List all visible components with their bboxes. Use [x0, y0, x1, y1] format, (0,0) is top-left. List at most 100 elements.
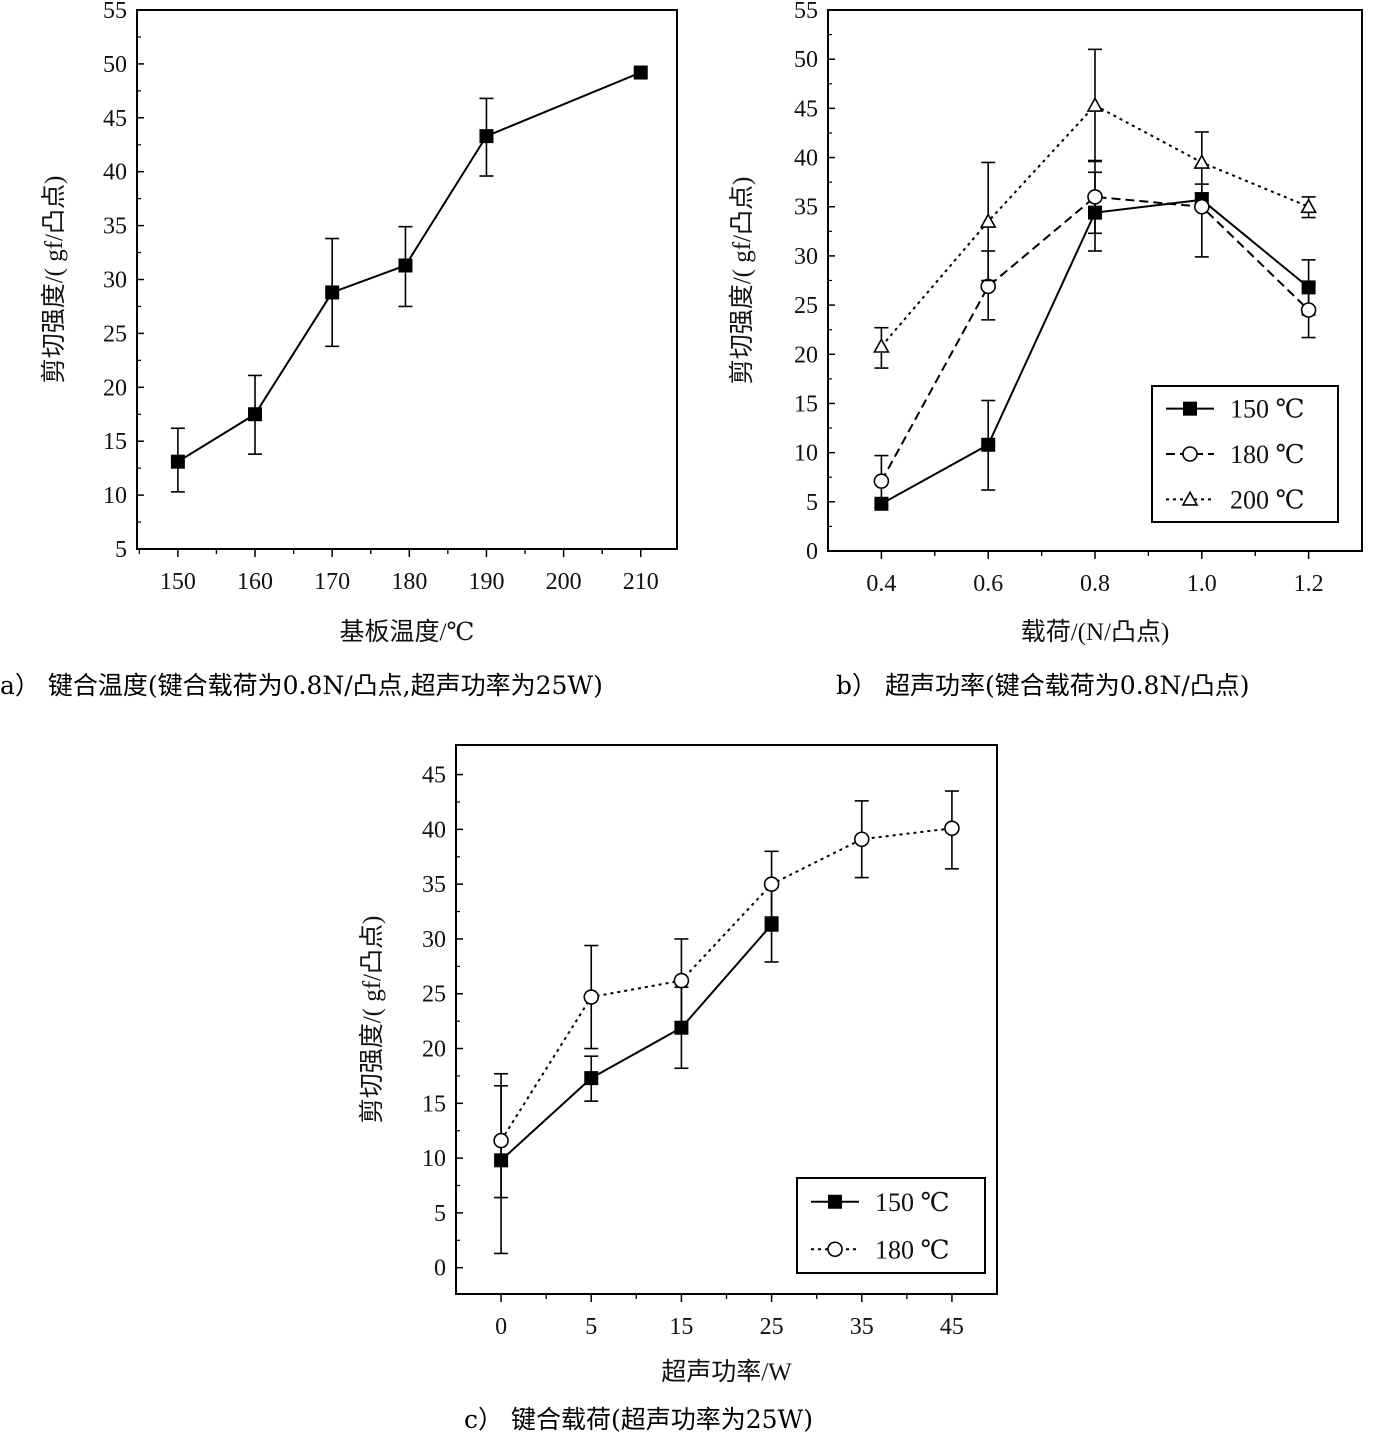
- x-tick-label: 5: [585, 1314, 597, 1340]
- data-point: [1300, 198, 1317, 214]
- data-point: [248, 407, 263, 422]
- y-tick-label: 20: [794, 342, 818, 368]
- y-tick-label: 35: [422, 872, 446, 898]
- y-tick-label: 25: [103, 321, 127, 347]
- y-tick-label: 45: [794, 96, 818, 122]
- series-180c: [873, 171, 1317, 508]
- y-tick-label: 10: [422, 1146, 446, 1172]
- x-tick-label: 35: [850, 1314, 874, 1340]
- y-tick-label: 5: [806, 490, 818, 516]
- series-0: [170, 65, 648, 493]
- data-point: [1086, 96, 1104, 112]
- data-point: [479, 129, 494, 144]
- x-tick-label: 160: [237, 569, 273, 595]
- x-tick-label: 25: [760, 1314, 784, 1340]
- data-point: [979, 212, 997, 228]
- data-point: [633, 65, 648, 80]
- y-tick-label: 0: [806, 539, 818, 565]
- data-point: [398, 258, 413, 273]
- data-point: [981, 437, 996, 452]
- y-tick-label: 25: [422, 982, 446, 1008]
- y-tick-label: 15: [794, 391, 818, 417]
- data-point: [170, 454, 185, 469]
- y-tick-label: 5: [434, 1201, 446, 1227]
- legend-label: 180 ℃: [875, 1235, 950, 1264]
- y-tick-label: 45: [422, 763, 446, 789]
- y-tick-label: 50: [794, 47, 818, 73]
- data-point: [673, 972, 690, 989]
- data-point: [1194, 198, 1210, 215]
- x-axis-label: 超声功率/W: [661, 1358, 792, 1386]
- y-tick-label: 35: [794, 195, 818, 221]
- y-tick-label: 40: [794, 146, 818, 172]
- x-tick-label: 0: [495, 1314, 507, 1340]
- data-point: [873, 337, 890, 353]
- y-tick-label: 15: [422, 1091, 446, 1117]
- data-point: [493, 1132, 509, 1149]
- x-axis-label: 基板温度/℃: [340, 618, 475, 646]
- series-line: [500, 827, 953, 1142]
- y-tick-label: 30: [794, 244, 818, 270]
- caption-a: a） 键合温度(键合载荷为0.8N/凸点,超声功率为25W): [0, 671, 603, 700]
- legend-label: 200 ℃: [1230, 485, 1305, 514]
- chart-c: 0 5 10 15 20 25 30 35 40 45 0 5 15 25 35 45 超声功率/W 剪切强度/(…: [358, 744, 998, 1386]
- series-line: [500, 924, 773, 1162]
- y-axis-label: 剪切强度/( gf/凸点): [358, 916, 386, 1124]
- y-tick-label: 30: [103, 268, 127, 294]
- legend-marker: [1182, 446, 1198, 462]
- x-tick-label: 190: [468, 569, 504, 595]
- x-tick-label: 150: [160, 569, 196, 595]
- chart-a: 5 10 15 20 25 30 35 40 45 50 55 150 160 170 180 190 200 2…: [40, 0, 678, 646]
- data-point: [1193, 153, 1211, 169]
- legend-frame: [796, 1177, 986, 1274]
- data-point: [1087, 189, 1103, 205]
- legend-marker: [1181, 490, 1199, 506]
- x-tick-label: 200: [546, 569, 582, 595]
- y-tick-label: 15: [103, 429, 127, 455]
- y-tick-label: 25: [794, 293, 818, 319]
- y-tick-label: 30: [422, 927, 446, 953]
- y-tick-label: 55: [794, 0, 818, 24]
- x-tick-label: 0.8: [1080, 571, 1110, 597]
- y-tick-label: 10: [794, 441, 818, 467]
- data-point: [764, 917, 779, 932]
- legend-label: 180 ℃: [1230, 440, 1305, 469]
- x-tick-label: 1.0: [1187, 571, 1217, 597]
- data-point: [853, 831, 870, 848]
- y-tick-label: 55: [103, 0, 127, 24]
- series-180c: [493, 790, 960, 1255]
- x-tick-label: 180: [391, 569, 427, 595]
- data-point: [763, 876, 780, 892]
- legend-label: 150 ℃: [875, 1188, 950, 1217]
- y-tick-label: 5: [115, 537, 127, 563]
- legend-marker: [828, 1194, 842, 1209]
- y-tick-label: 10: [103, 483, 127, 509]
- data-point: [674, 1020, 689, 1035]
- x-tick-label: 0.6: [973, 571, 1003, 597]
- series-line: [177, 71, 642, 463]
- x-tick-label: 170: [314, 569, 350, 595]
- y-tick-label: 40: [103, 160, 127, 186]
- y-tick-label: 20: [103, 375, 127, 401]
- data-point: [980, 278, 997, 295]
- data-point: [944, 820, 960, 837]
- legend: 150 ℃ 180 ℃ 200 ℃: [1151, 385, 1339, 523]
- caption-b: b） 超声功率(键合载荷为0.8N/凸点): [836, 671, 1250, 700]
- y-axis-label: 剪切强度/( gf/凸点): [728, 177, 756, 385]
- y-tick-label: 20: [422, 1037, 446, 1063]
- y-tick-label: 50: [103, 52, 127, 78]
- legend-marker: [1183, 401, 1197, 416]
- data-point: [583, 989, 600, 1005]
- legend-label: 150 ℃: [1230, 395, 1305, 424]
- data-point: [1300, 302, 1317, 318]
- x-tick-label: 210: [623, 569, 659, 595]
- legend: 150 ℃ 180 ℃: [796, 1177, 986, 1274]
- caption-c: c） 键合载荷(超声功率为25W): [464, 1405, 813, 1434]
- x-tick-label: 1.2: [1294, 571, 1324, 597]
- y-axis-label: 剪切强度/( gf/凸点): [40, 176, 68, 384]
- y-tick-label: 40: [422, 817, 446, 843]
- series-150c: [494, 886, 779, 1199]
- y-tick-label: 45: [103, 106, 127, 132]
- x-tick-label: 45: [940, 1314, 964, 1340]
